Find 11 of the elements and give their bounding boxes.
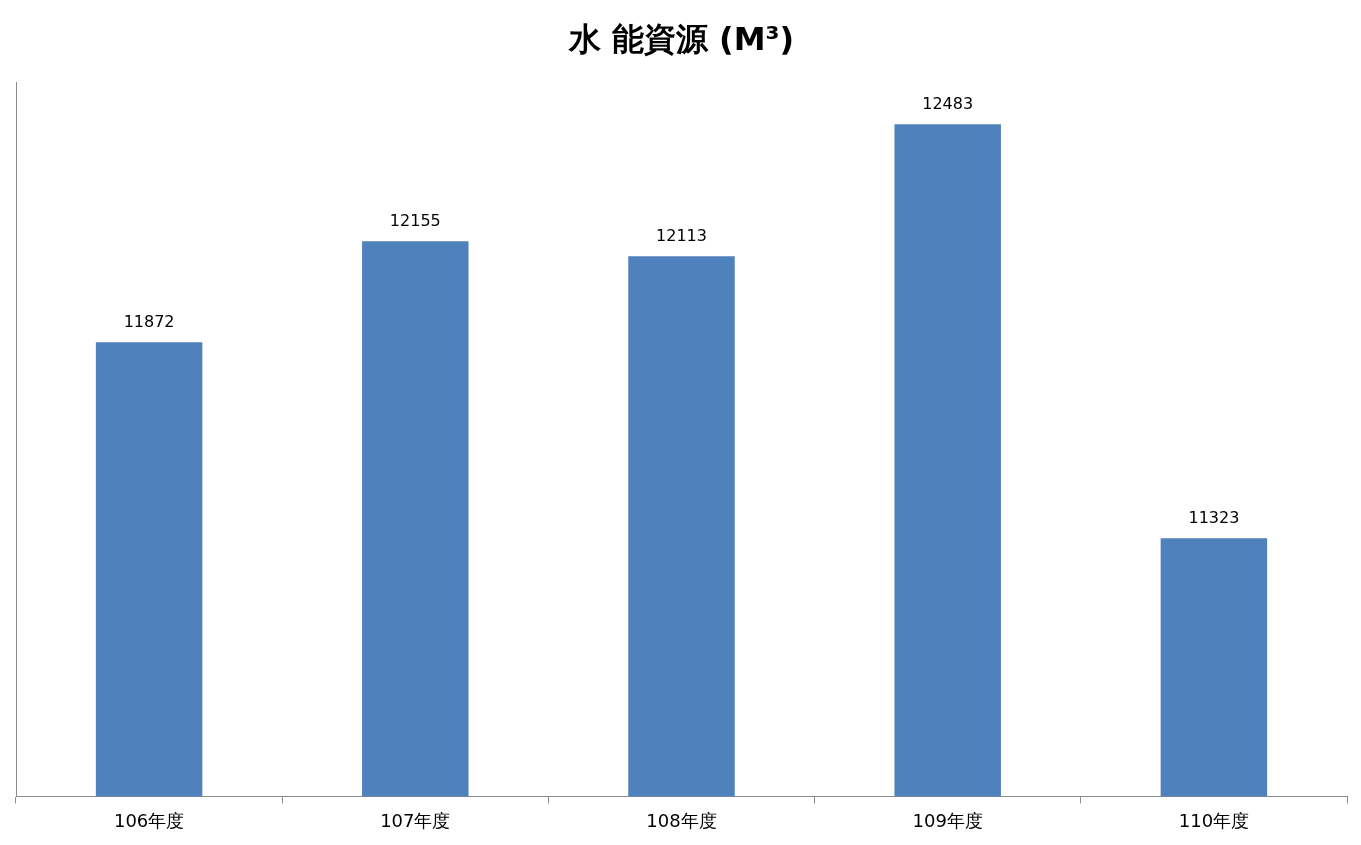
x-tick-label: 108年度 bbox=[646, 809, 717, 831]
data-label: 12483 bbox=[922, 94, 974, 114]
data-label: 11872 bbox=[123, 312, 175, 332]
x-tick-label: 107年度 bbox=[380, 809, 451, 831]
data-label: 12155 bbox=[389, 211, 441, 231]
x-tick-label: 110年度 bbox=[1178, 809, 1250, 831]
data-label: 12113 bbox=[656, 226, 707, 246]
chart-title: 水 能資源 (M³) bbox=[567, 19, 795, 58]
x-tick-label: 106年度 bbox=[113, 809, 185, 831]
data-label: 11323 bbox=[1188, 508, 1240, 528]
x-tick-label: 109年度 bbox=[912, 809, 983, 831]
